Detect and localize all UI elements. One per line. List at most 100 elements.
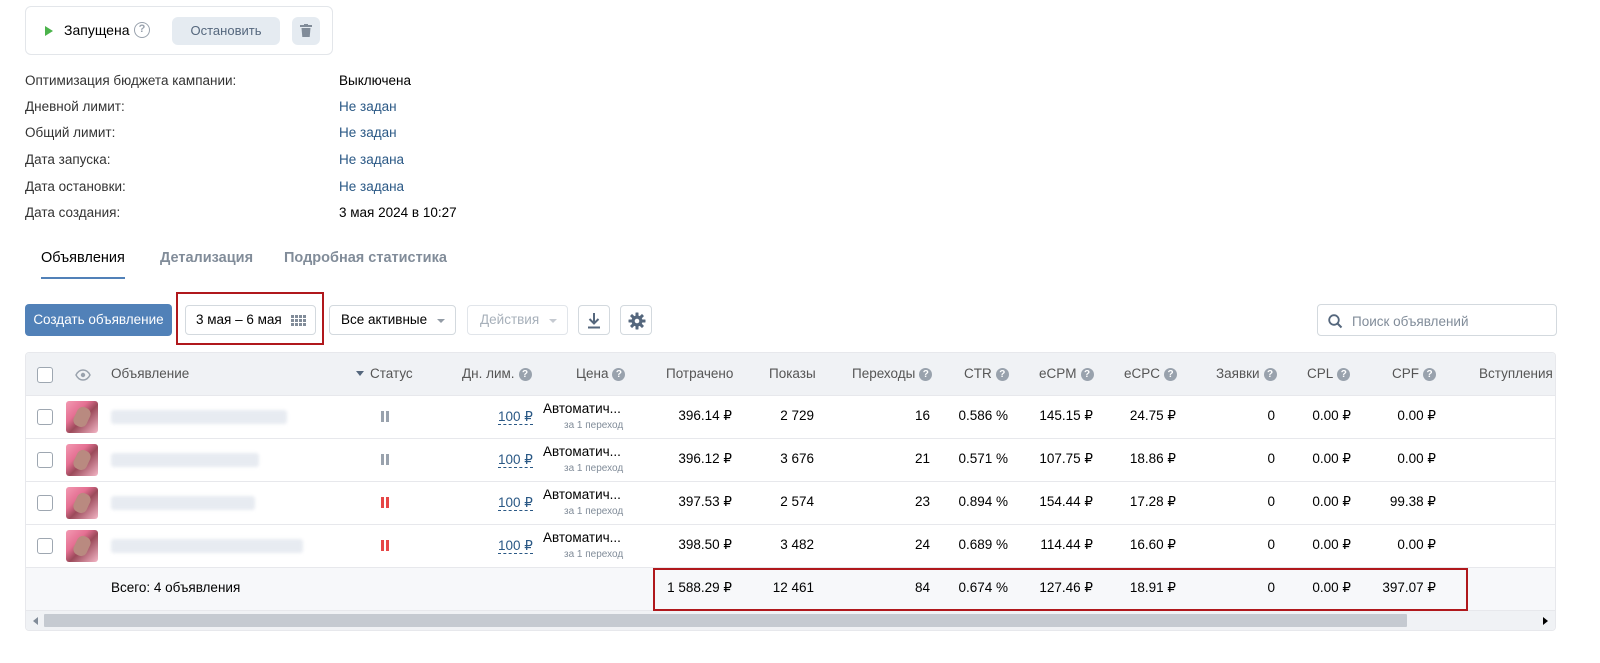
scroll-right-arrow-icon[interactable] bbox=[1543, 617, 1548, 625]
column-header-cpl[interactable]: CPL? bbox=[1307, 366, 1351, 381]
scroll-left-arrow-icon[interactable] bbox=[33, 617, 38, 625]
price-unit: за 1 переход bbox=[564, 549, 624, 560]
column-header-daily-limit[interactable]: Дн. лим.? bbox=[462, 366, 532, 381]
stop-date-link[interactable]: Не задана bbox=[339, 179, 405, 194]
tab-ads[interactable]: Объявления bbox=[41, 250, 125, 280]
ad-name-blurred[interactable] bbox=[111, 410, 287, 424]
daily-limit-link[interactable]: 100 ₽ bbox=[498, 409, 533, 425]
pause-icon[interactable] bbox=[381, 411, 390, 423]
status-label: Запущена bbox=[64, 22, 130, 38]
row-checkbox[interactable] bbox=[37, 495, 53, 511]
column-header-spent[interactable]: Потрачено bbox=[666, 366, 734, 381]
cell-spent: 398.50 ₽ bbox=[678, 537, 732, 552]
sort-desc-icon bbox=[356, 371, 364, 376]
cell-ctr: 0.689 % bbox=[958, 537, 1008, 552]
gear-icon bbox=[628, 312, 646, 330]
ad-name-blurred[interactable] bbox=[111, 496, 255, 510]
column-header-status[interactable]: Статус bbox=[356, 366, 413, 381]
search-icon bbox=[1328, 314, 1343, 329]
table-row[interactable]: 100 ₽ Автоматич... за 1 переход 398.50 ₽… bbox=[26, 525, 1555, 568]
column-header-joins[interactable]: Вступления bbox=[1479, 366, 1553, 381]
column-header-ecpc[interactable]: eCPC? bbox=[1124, 366, 1178, 381]
column-header-ecpm[interactable]: eCPM? bbox=[1039, 366, 1094, 381]
help-icon[interactable]: ? bbox=[919, 368, 933, 381]
cell-leads: 0 bbox=[1267, 494, 1275, 509]
scrollbar-thumb[interactable] bbox=[44, 614, 1407, 627]
date-range-label: 3 мая – 6 мая bbox=[196, 312, 282, 327]
info-label: Дневной лимит: bbox=[25, 99, 125, 114]
eye-icon[interactable] bbox=[75, 369, 91, 381]
column-header-leads[interactable]: Заявки? bbox=[1216, 366, 1277, 381]
help-icon[interactable]: ? bbox=[1164, 368, 1178, 381]
cell-ecpm: 114.44 ₽ bbox=[1040, 537, 1093, 552]
help-icon[interactable]: ? bbox=[134, 22, 150, 38]
column-header-ad[interactable]: Объявление bbox=[111, 366, 190, 381]
row-checkbox[interactable] bbox=[37, 452, 53, 468]
daily-limit-link[interactable]: 100 ₽ bbox=[498, 452, 533, 468]
create-ad-button[interactable]: Создать объявление bbox=[25, 304, 172, 336]
total-limit-link[interactable]: Не задан bbox=[339, 125, 397, 140]
total-impressions: 12 461 bbox=[772, 580, 814, 595]
actions-dropdown[interactable]: Действия bbox=[467, 305, 568, 335]
info-value: Выключена bbox=[339, 73, 411, 88]
row-checkbox[interactable] bbox=[37, 409, 53, 425]
help-icon[interactable]: ? bbox=[1080, 368, 1094, 381]
play-icon bbox=[45, 26, 53, 36]
info-label: Дата создания: bbox=[25, 205, 121, 220]
download-button[interactable] bbox=[578, 305, 610, 335]
info-label: Дата остановки: bbox=[25, 179, 126, 194]
horizontal-scrollbar[interactable] bbox=[26, 611, 1555, 630]
price-unit: за 1 переход bbox=[564, 420, 624, 431]
total-leads: 0 bbox=[1267, 580, 1275, 595]
select-all-checkbox[interactable] bbox=[37, 367, 53, 383]
row-checkbox[interactable] bbox=[37, 538, 53, 554]
column-header-impressions[interactable]: Показы bbox=[769, 366, 816, 381]
help-icon[interactable]: ? bbox=[1263, 368, 1277, 381]
cell-impressions: 3 482 bbox=[780, 537, 814, 552]
actions-label: Действия bbox=[480, 312, 540, 327]
pause-icon[interactable] bbox=[381, 454, 390, 466]
total-label: Всего: 4 объявления bbox=[111, 580, 241, 595]
pause-icon[interactable] bbox=[381, 540, 390, 552]
daily-limit-link[interactable]: 100 ₽ bbox=[498, 538, 533, 554]
column-header-label: CTR bbox=[964, 366, 992, 381]
table-row[interactable]: 100 ₽ Автоматич... за 1 переход 397.53 ₽… bbox=[26, 482, 1555, 525]
date-range-button[interactable]: 3 мая – 6 мая bbox=[185, 305, 316, 335]
search-input[interactable] bbox=[1352, 311, 1547, 331]
table-row[interactable]: 100 ₽ Автоматич... за 1 переход 396.14 ₽… bbox=[26, 396, 1555, 439]
column-header-clicks[interactable]: Переходы? bbox=[852, 366, 933, 381]
pause-icon[interactable] bbox=[381, 497, 390, 509]
cell-impressions: 2 729 bbox=[780, 408, 814, 423]
cell-cpf: 0.00 ₽ bbox=[1397, 408, 1436, 423]
cell-clicks: 23 bbox=[914, 494, 930, 509]
cell-clicks: 24 bbox=[914, 537, 930, 552]
cell-leads: 0 bbox=[1267, 451, 1275, 466]
column-header-price[interactable]: Цена? bbox=[576, 366, 626, 381]
start-date-link[interactable]: Не задана bbox=[339, 152, 405, 167]
column-header-cpf[interactable]: CPF? bbox=[1392, 366, 1436, 381]
table-row[interactable]: 100 ₽ Автоматич... за 1 переход 396.12 ₽… bbox=[26, 439, 1555, 482]
tab-details[interactable]: Детализация bbox=[160, 250, 254, 266]
help-icon[interactable]: ? bbox=[995, 368, 1009, 381]
status-filter-dropdown[interactable]: Все активные bbox=[329, 305, 456, 335]
settings-button[interactable] bbox=[620, 305, 652, 335]
delete-button[interactable] bbox=[292, 17, 320, 45]
stop-button[interactable]: Остановить bbox=[172, 17, 280, 45]
help-icon[interactable]: ? bbox=[1423, 368, 1436, 381]
daily-limit-link[interactable]: 100 ₽ bbox=[498, 495, 533, 511]
cell-ecpm: 145.15 ₽ bbox=[1039, 408, 1093, 423]
help-icon[interactable]: ? bbox=[518, 368, 532, 381]
ad-name-blurred[interactable] bbox=[111, 539, 303, 553]
ad-name-blurred[interactable] bbox=[111, 453, 259, 467]
help-icon[interactable]: ? bbox=[612, 368, 626, 381]
column-header-ctr[interactable]: CTR? bbox=[964, 366, 1009, 381]
chevron-down-icon bbox=[437, 319, 445, 323]
help-icon[interactable]: ? bbox=[1337, 368, 1351, 381]
tab-detailed-stats[interactable]: Подробная статистика bbox=[284, 250, 447, 266]
total-ecpc: 18.91 ₽ bbox=[1129, 580, 1176, 595]
cell-spent: 396.12 ₽ bbox=[678, 451, 732, 466]
cell-cpl: 0.00 ₽ bbox=[1312, 408, 1351, 423]
daily-limit-link[interactable]: Не задан bbox=[339, 99, 397, 114]
column-header-label: Переходы bbox=[852, 366, 916, 381]
cell-ecpc: 24.75 ₽ bbox=[1129, 408, 1176, 423]
